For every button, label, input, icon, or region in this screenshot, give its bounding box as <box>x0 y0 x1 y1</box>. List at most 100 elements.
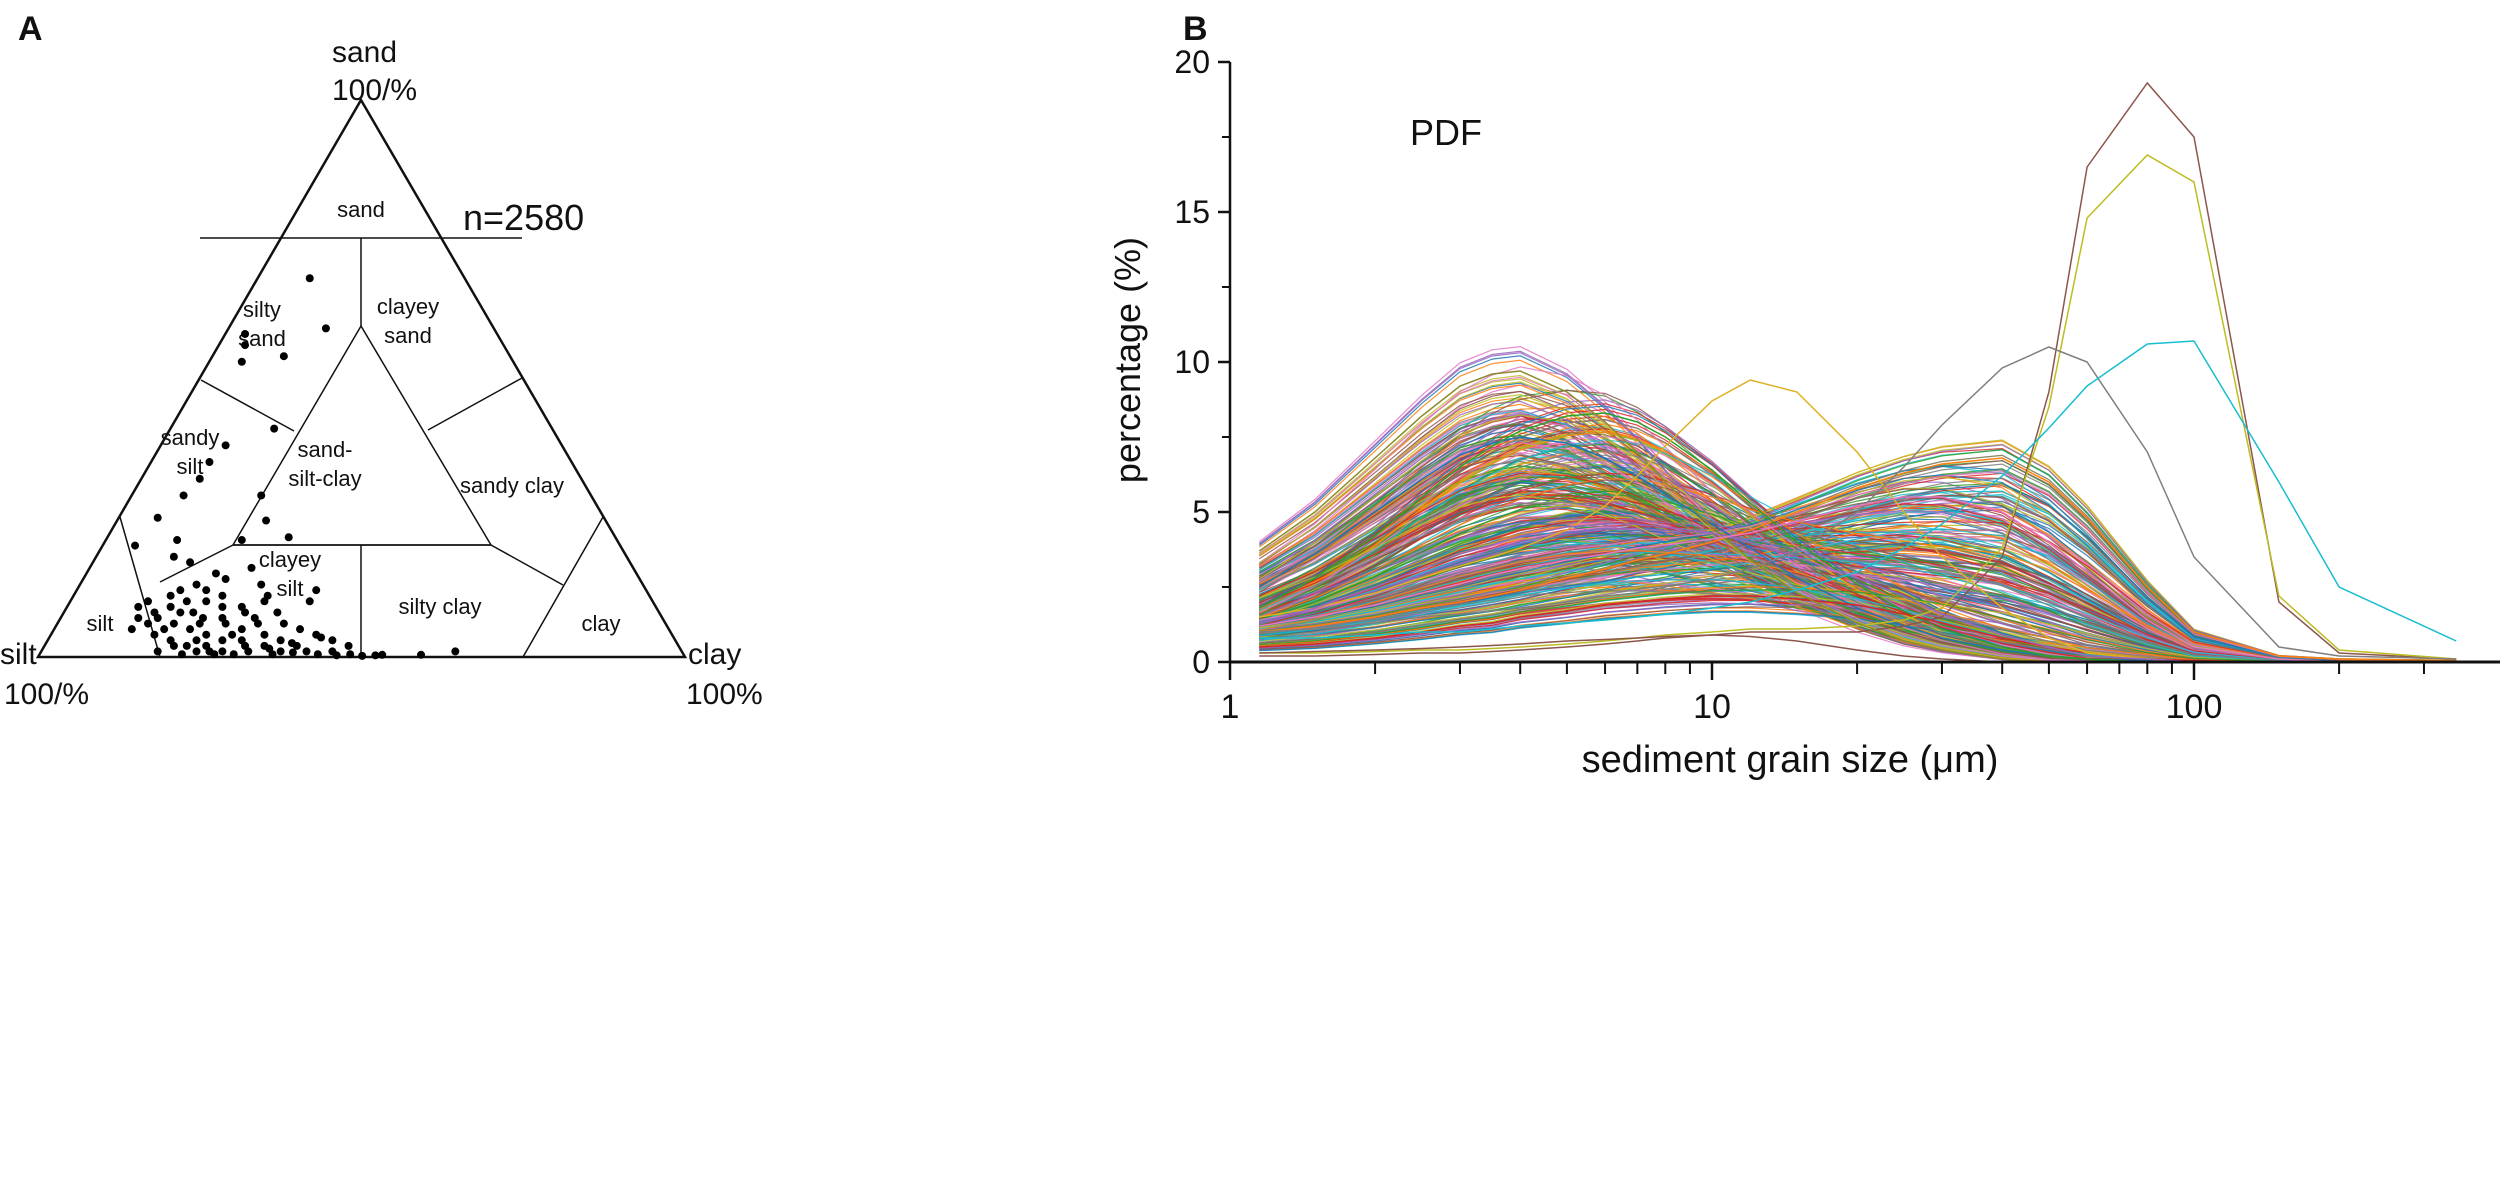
pdf-curve-s2 <box>1259 457 2457 662</box>
ternary-point <box>237 536 246 545</box>
ternary-point <box>169 619 178 628</box>
ternary-point <box>169 552 178 561</box>
pdf-curves <box>1258 81 2457 662</box>
ternary-point <box>192 636 201 645</box>
boundary-silty-sand <box>200 379 295 432</box>
pdf-curve <box>1259 551 2457 662</box>
panel-a: A sand 100/% silt 100/% clay 100% n=2580 <box>0 10 763 711</box>
ternary-point <box>153 614 162 623</box>
ternary-point <box>166 602 175 611</box>
x-ticks: 1 10 100 <box>1221 662 2425 726</box>
ternary-point <box>288 648 297 657</box>
pdf-curve <box>1259 439 2457 662</box>
region-label-clayey-sand-2: sand <box>384 323 432 348</box>
ternary-point <box>143 619 152 628</box>
region-label-ssc-2: silt-clay <box>288 466 361 491</box>
ternary-point <box>218 636 227 645</box>
pdf-curve-s5 <box>1259 81 2457 660</box>
ternary-point <box>237 625 246 634</box>
ternary-point <box>378 650 387 659</box>
region-label-ssc-1: sand- <box>297 437 352 462</box>
ternary-point <box>260 630 269 639</box>
pdf-curve <box>1258 400 2457 662</box>
pdf-curve <box>1258 393 2457 662</box>
x-axis-label: sediment grain size (μm) <box>1582 739 1999 781</box>
ternary-point <box>134 602 143 611</box>
ternary-point <box>177 650 186 659</box>
vertex-top-value: 100/% <box>332 74 417 107</box>
y-tick-label: 10 <box>1174 344 1210 380</box>
pdf-curve <box>1259 439 2457 662</box>
pdf-curve <box>1258 352 2457 662</box>
ternary-point <box>218 647 227 656</box>
boundary-sand-silt-clay <box>231 324 493 546</box>
pdf-curve <box>1259 527 2457 662</box>
ternary-point <box>192 580 201 589</box>
ternary-point <box>127 625 136 634</box>
ternary-point <box>317 633 326 642</box>
ternary-point <box>205 458 214 467</box>
pdf-curve <box>1259 501 2457 662</box>
ternary-point <box>228 630 237 639</box>
ternary-point <box>218 614 227 623</box>
pdf-curve-s6 <box>1259 154 2457 660</box>
pdf-curve-s13 <box>1259 634 2457 662</box>
ternary-point <box>257 580 266 589</box>
ternary-point <box>284 533 293 542</box>
region-label-sand: sand <box>337 197 385 222</box>
region-label-silt: silt <box>87 611 114 636</box>
pdf-curve-s3 <box>1258 412 2457 662</box>
ternary-point <box>186 625 195 634</box>
ternary-point <box>153 513 162 522</box>
chart-title-pdf: PDF <box>1410 112 1482 153</box>
pdf-curve <box>1259 443 2457 662</box>
region-label-clayey-sand-1: clayey <box>377 294 439 319</box>
panel-label-b: B <box>1183 10 1208 48</box>
y-tick-label: 5 <box>1192 494 1210 530</box>
pdf-curve <box>1259 431 2457 662</box>
ternary-point <box>160 625 169 634</box>
pdf-curve <box>1258 389 2457 662</box>
boundary-silt-top <box>159 544 234 583</box>
ternary-point <box>182 597 191 606</box>
region-label-clayey-silt-1: clayey <box>259 547 321 572</box>
ternary-point <box>253 619 262 628</box>
x-tick-label: 1 <box>1221 688 1240 726</box>
y-tick-label: 0 <box>1192 644 1210 680</box>
region-label-sandy-clay: sandy clay <box>460 473 564 498</box>
ternary-point <box>279 619 288 628</box>
panel-label-a: A <box>18 10 43 48</box>
ternary-point <box>173 536 182 545</box>
ternary-point <box>276 647 285 656</box>
pdf-curve <box>1259 478 2457 662</box>
region-boundaries <box>119 237 604 658</box>
pdf-curve <box>1259 589 2457 662</box>
ternary-point <box>182 641 191 650</box>
pdf-curve-s12 <box>1259 496 2457 662</box>
region-label-clay: clay <box>581 611 620 636</box>
region-label-sandy-silt-2: silt <box>177 454 204 479</box>
ternary-point <box>371 651 380 660</box>
ternary-point <box>221 441 230 450</box>
ternary-point <box>189 608 198 617</box>
ternary-point <box>221 575 230 584</box>
ternary-point <box>150 630 159 639</box>
ternary-point <box>279 352 288 361</box>
x-tick-label: 10 <box>1693 688 1731 726</box>
pdf-curve <box>1259 405 2457 662</box>
pdf-curve <box>1259 470 2457 662</box>
ternary-point <box>417 650 426 659</box>
vertex-top-name: sand <box>332 36 397 69</box>
ternary-point <box>211 569 220 578</box>
boundary-clay-top <box>490 544 564 586</box>
ternary-point <box>176 586 185 595</box>
ternary-point <box>313 650 322 659</box>
y-ticks: 0 5 10 15 20 <box>1174 44 1230 680</box>
ternary-point <box>273 608 282 617</box>
pdf-curve <box>1259 474 2457 662</box>
ternary-point <box>195 474 204 483</box>
ternary-point <box>244 647 253 656</box>
ternary-point <box>305 597 314 606</box>
ternary-point <box>451 647 460 656</box>
